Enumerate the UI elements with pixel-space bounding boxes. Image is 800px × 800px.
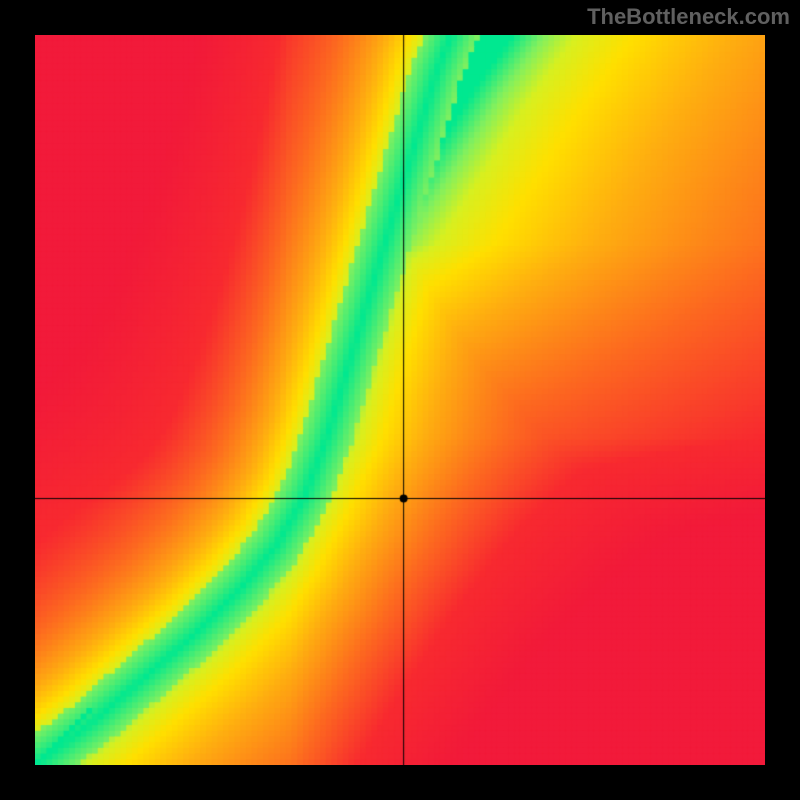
heatmap-canvas xyxy=(35,35,765,765)
chart-container: TheBottleneck.com xyxy=(0,0,800,800)
watermark-text: TheBottleneck.com xyxy=(587,4,790,30)
